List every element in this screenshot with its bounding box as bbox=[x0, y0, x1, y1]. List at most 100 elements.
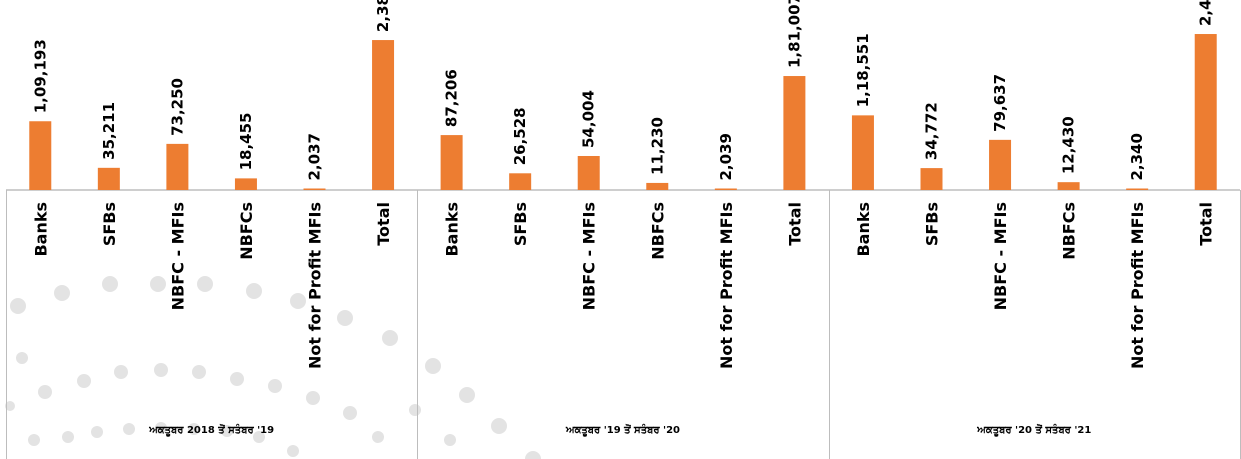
background-dot bbox=[290, 293, 306, 309]
background-dot bbox=[77, 374, 91, 388]
background-dot bbox=[382, 330, 398, 346]
category-label: SFBs bbox=[511, 202, 530, 246]
bar bbox=[851, 115, 874, 190]
bar bbox=[97, 167, 120, 190]
background-dot bbox=[459, 387, 475, 403]
category-label: Not for Profit MFIs bbox=[1128, 202, 1147, 369]
value-label: 1,81,007 bbox=[785, 0, 803, 68]
bar bbox=[29, 121, 52, 190]
bar bbox=[166, 143, 189, 190]
background-dot bbox=[102, 276, 118, 292]
category-label: NBFC - MFIs bbox=[168, 202, 187, 310]
background-dot bbox=[525, 451, 541, 459]
background-dot bbox=[337, 310, 353, 326]
category-label: NBFCs bbox=[648, 202, 667, 260]
background-dot bbox=[268, 379, 282, 393]
category-label: NBFC - MFIs bbox=[991, 202, 1010, 310]
bars bbox=[29, 34, 1217, 191]
background-dot bbox=[192, 365, 206, 379]
value-label: 26,528 bbox=[511, 107, 529, 165]
background-dot bbox=[38, 385, 52, 399]
group-label: ਅਕਤੂਬਰ '19 ਤੋਂ ਸਤੰਬਰ '20 bbox=[565, 422, 680, 437]
category-label: Banks bbox=[854, 202, 873, 257]
category-label: Total bbox=[1197, 202, 1216, 246]
category-label: NBFC - MFIs bbox=[580, 202, 599, 310]
value-label: 35,211 bbox=[100, 102, 118, 160]
value-label: 2,039 bbox=[717, 133, 735, 180]
background-dot bbox=[188, 423, 200, 435]
group-labels: ਅਕਤੂਬਰ 2018 ਤੋਂ ਸਤੰਬਰ '19 ਅਕਤੂਬਰ '19 ਤੋਂ … bbox=[148, 422, 1091, 437]
category-label: NBFCs bbox=[1060, 202, 1079, 260]
category-label: Total bbox=[785, 202, 804, 246]
background-dot bbox=[491, 418, 507, 434]
background-dot bbox=[5, 401, 15, 411]
background-dot bbox=[16, 352, 28, 364]
bar bbox=[646, 182, 669, 190]
category-label: Banks bbox=[443, 202, 462, 257]
background-dot bbox=[154, 363, 168, 377]
group-label: ਅਕਤੂਬਰ '20 ਤੋਂ ਸਤੰਬਰ '21 bbox=[976, 422, 1091, 437]
bar bbox=[509, 173, 532, 190]
value-label: 2,037 bbox=[306, 133, 324, 180]
bar bbox=[1194, 34, 1217, 190]
value-label: 2,47,730 bbox=[1197, 0, 1215, 26]
background-dot bbox=[425, 358, 441, 374]
value-label: 73,250 bbox=[168, 78, 186, 136]
bar bbox=[989, 139, 1012, 190]
value-label: 12,430 bbox=[1060, 116, 1078, 174]
background-dot bbox=[114, 365, 128, 379]
background-dot bbox=[343, 406, 357, 420]
background-dot bbox=[444, 434, 456, 446]
value-label: 1,18,551 bbox=[854, 33, 872, 107]
value-label: 11,230 bbox=[648, 117, 666, 175]
background-dot bbox=[155, 422, 167, 434]
bar bbox=[920, 168, 943, 190]
background-dot bbox=[28, 434, 40, 446]
value-label: 54,004 bbox=[580, 90, 598, 148]
background-dot bbox=[230, 372, 244, 386]
background-dot bbox=[372, 431, 384, 443]
background-dot bbox=[197, 276, 213, 292]
value-label: 18,455 bbox=[237, 112, 255, 170]
background-dot bbox=[253, 431, 265, 443]
category-label: SFBs bbox=[923, 202, 942, 246]
value-label: 79,637 bbox=[991, 74, 1009, 132]
background-dot bbox=[221, 425, 233, 437]
background-dot bbox=[91, 426, 103, 438]
background-dot bbox=[10, 298, 26, 314]
bar bbox=[783, 76, 806, 190]
value-label: 2,38,146 bbox=[374, 0, 392, 32]
category-label: Banks bbox=[31, 202, 50, 257]
value-label: 87,206 bbox=[443, 69, 461, 127]
bar bbox=[577, 155, 600, 190]
value-label: 2,340 bbox=[1128, 133, 1146, 180]
category-label: Total bbox=[374, 202, 393, 246]
bar bbox=[303, 188, 326, 190]
axes bbox=[6, 189, 1241, 459]
background-dot bbox=[150, 276, 166, 292]
category-labels: Banks SFBs NBFC - MFIs NBFCs Not for Profit … bbox=[31, 202, 1215, 369]
background-dot bbox=[306, 391, 320, 405]
value-labels: 1,09,193 35,211 73,250 18,455 2,037 2,38,146 8… bbox=[31, 0, 1214, 181]
bar bbox=[1057, 182, 1080, 190]
bar bbox=[714, 188, 737, 190]
value-label: 34,772 bbox=[923, 102, 941, 160]
bar bbox=[372, 40, 395, 191]
group-label: ਅਕਤੂਬਰ 2018 ਤੋਂ ਸਤੰਬਰ '19 bbox=[148, 422, 274, 437]
category-label: Not for Profit MFIs bbox=[717, 202, 736, 369]
background-dots bbox=[5, 276, 541, 459]
bar bbox=[1126, 188, 1149, 190]
background-dot bbox=[54, 285, 70, 301]
background-dot bbox=[287, 445, 299, 457]
background-dot bbox=[62, 431, 74, 443]
category-label: Not for Profit MFIs bbox=[306, 202, 325, 369]
category-label: NBFCs bbox=[237, 202, 256, 260]
bar bbox=[234, 178, 257, 190]
background-dot bbox=[123, 423, 135, 435]
background-dot bbox=[409, 404, 421, 416]
value-label: 1,09,193 bbox=[31, 39, 49, 113]
bar bbox=[440, 135, 463, 190]
category-label: SFBs bbox=[100, 202, 119, 246]
background-dot bbox=[246, 283, 262, 299]
